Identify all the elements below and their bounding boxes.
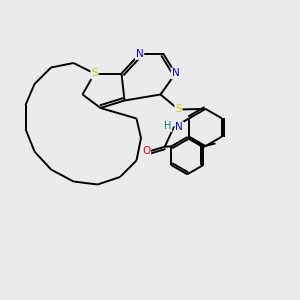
Text: O: O [142,146,150,156]
Text: N: N [175,122,183,132]
Text: S: S [91,68,98,79]
Text: N: N [172,68,179,79]
Text: S: S [175,104,182,115]
Text: H: H [164,121,172,131]
Text: N: N [136,49,143,59]
